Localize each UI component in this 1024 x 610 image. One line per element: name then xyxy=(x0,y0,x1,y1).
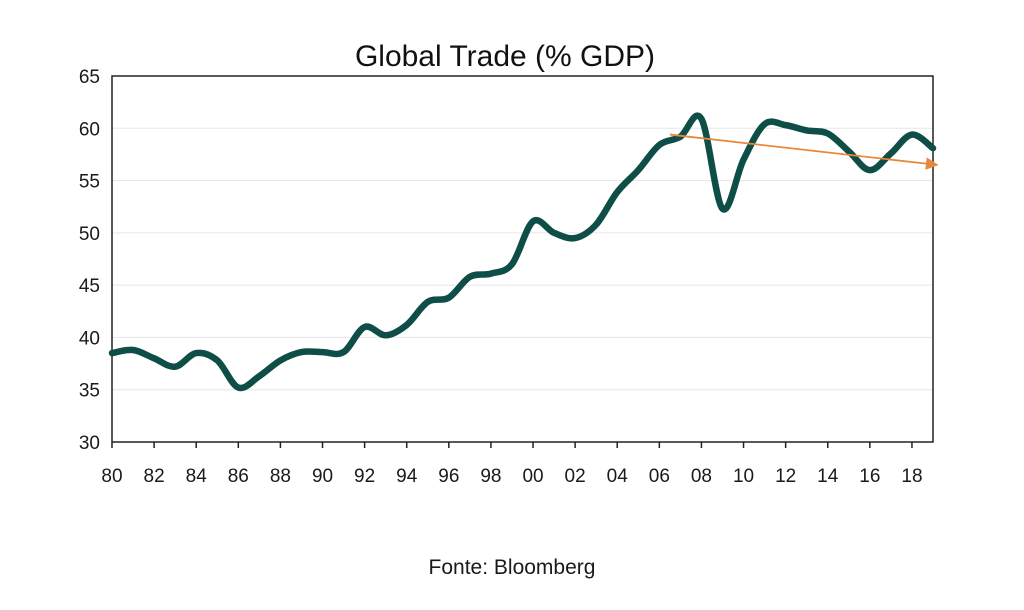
x-axis-tick-labels: 80 82 84 86 88 90 92 94 96 98 00 02 04 06 08 10 12 14 16 18 xyxy=(101,466,922,487)
x-tick-label: 88 xyxy=(270,466,291,487)
x-tick-label: 10 xyxy=(733,466,754,487)
y-tick-label: 50 xyxy=(79,224,100,245)
series-line xyxy=(108,112,937,392)
y-tick-label: 55 xyxy=(79,172,100,193)
x-tick-label: 86 xyxy=(228,466,249,487)
x-tick-label: 96 xyxy=(438,466,459,487)
x-tick-label: 12 xyxy=(775,466,796,487)
x-tick-label: 16 xyxy=(859,466,880,487)
y-tick-label: 40 xyxy=(79,328,100,349)
x-tick-label: 98 xyxy=(480,466,501,487)
series-layer xyxy=(108,112,937,392)
chart-title: Global Trade (% GDP) xyxy=(355,40,655,73)
x-tick-label: 00 xyxy=(522,466,543,487)
x-tick-label: 04 xyxy=(607,466,629,487)
x-tick-label: 06 xyxy=(649,466,670,487)
y-axis-tick-labels: 30 35 40 45 50 55 60 65 xyxy=(79,67,100,454)
annotation-layer xyxy=(669,133,939,170)
axes xyxy=(111,75,934,448)
y-tick-label: 30 xyxy=(79,433,100,454)
x-tick-label: 14 xyxy=(817,466,839,487)
x-tick-label: 92 xyxy=(354,466,375,487)
x-tick-label: 18 xyxy=(901,466,922,487)
x-tick-label: 94 xyxy=(396,466,418,487)
x-tick-label: 80 xyxy=(101,466,122,487)
y-tick-label: 65 xyxy=(79,67,100,88)
y-tick-label: 45 xyxy=(79,276,100,297)
x-tick-label: 84 xyxy=(186,466,208,487)
gridlines xyxy=(112,127,933,391)
plot-frame xyxy=(111,75,934,443)
trend-arrow xyxy=(669,133,939,170)
x-tick-label: 02 xyxy=(565,466,586,487)
x-tick-label: 90 xyxy=(312,466,333,487)
x-tick-label: 82 xyxy=(144,466,165,487)
x-tick-label: 08 xyxy=(691,466,712,487)
y-tick-label: 60 xyxy=(79,119,100,140)
source-note: Fonte: Bloomberg xyxy=(428,556,596,579)
y-tick-label: 35 xyxy=(79,381,100,402)
